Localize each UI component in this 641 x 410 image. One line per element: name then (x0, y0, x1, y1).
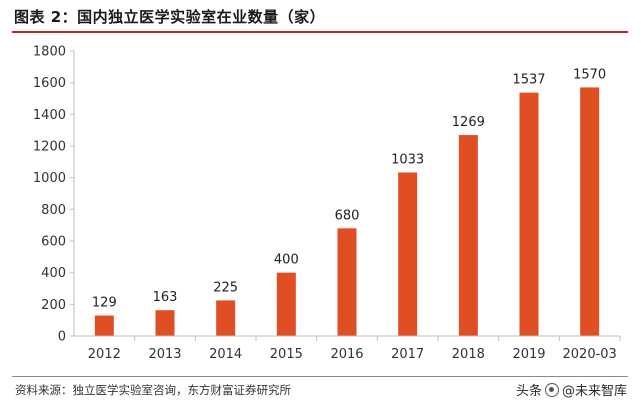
bar (337, 228, 357, 336)
x-tick-label: 2019 (512, 347, 545, 362)
y-axis: 0 200 400 600 800 1000 1200 1400 1600 1800 (33, 45, 75, 345)
y-tick-label: 0 (58, 330, 66, 345)
data-label: 400 (274, 253, 299, 268)
x-tick-label: 2020-03 (563, 347, 617, 362)
x-tick-label: 2018 (452, 347, 485, 362)
y-tick-label: 800 (41, 203, 66, 218)
watermark-text: @未来智库 (561, 384, 627, 399)
bar (216, 300, 236, 336)
x-tick-label: 2014 (209, 347, 242, 362)
bars-group (94, 87, 600, 337)
bar (155, 310, 175, 336)
y-tick-label: 200 (41, 298, 66, 313)
x-axis: 2012 2013 2014 2015 2016 2017 2018 2019 2020-03 (74, 335, 621, 362)
watermark: 头条 @未来智库 (516, 380, 627, 399)
data-label: 1033 (391, 152, 424, 167)
value-labels-group: 129 163 225 400 680 1033 1269 1537 1570 (92, 67, 606, 310)
y-tick-label: 400 (41, 266, 66, 281)
data-label: 129 (92, 296, 117, 311)
watermark-prefix: 头条 (515, 384, 542, 399)
bar (94, 315, 114, 336)
source-rule (12, 376, 628, 377)
data-label: 163 (153, 290, 178, 305)
circle-logo-icon (544, 382, 559, 397)
x-tick-label: 2017 (391, 347, 424, 362)
data-label: 1537 (512, 73, 545, 88)
x-tick-label: 2015 (270, 347, 303, 362)
figure-title: 图表 2：国内独立医学实验室在业数量（家） (14, 8, 326, 26)
bar (458, 135, 478, 336)
y-tick-label: 1000 (33, 171, 66, 186)
bar (398, 172, 418, 336)
title-rule (12, 31, 628, 33)
data-label: 680 (335, 208, 360, 223)
y-tick-label: 1800 (33, 45, 66, 60)
x-tick-label: 2012 (88, 347, 121, 362)
bar (580, 87, 600, 337)
y-tick-label: 1600 (33, 76, 66, 91)
y-tick-label: 600 (41, 235, 66, 250)
y-tick-label: 1200 (33, 140, 66, 155)
bar (276, 272, 296, 336)
data-label: 1269 (452, 115, 485, 130)
data-label: 225 (213, 280, 238, 295)
x-tick-label: 2016 (330, 347, 363, 362)
bar (519, 92, 539, 337)
y-tick-label: 1400 (33, 108, 66, 123)
bar-chart: 0 200 400 600 800 1000 1200 1400 1600 1800 129 163… (33, 45, 621, 362)
x-tick-label: 2013 (148, 347, 181, 362)
source-note: 资料来源：独立医学实验室咨询，东方财富证券研究所 (15, 383, 291, 397)
data-label: 1570 (573, 67, 606, 82)
